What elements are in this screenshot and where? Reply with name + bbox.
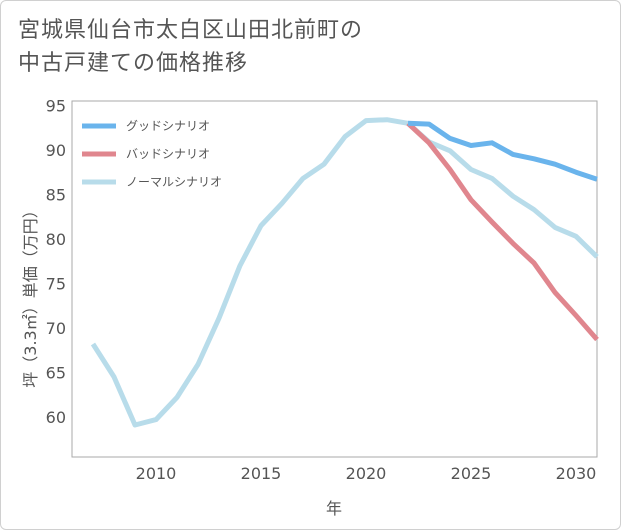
x-tick-label: 2020 [346, 464, 387, 483]
chart-title: 宮城県仙台市太白区山田北前町の 中古戸建ての価格推移 [18, 14, 608, 80]
y-tick-label: 60 [46, 408, 66, 427]
plot-area [71, 100, 598, 458]
legend-label: ノーマルシナリオ [126, 175, 222, 189]
chart-title-line-1: 宮城県仙台市太白区山田北前町の [18, 18, 364, 43]
plot-border [71, 100, 598, 458]
x-tick-label: 2015 [241, 464, 282, 483]
series-line-3 [90, 117, 599, 428]
y-tick-label: 80 [46, 230, 66, 249]
x-tick-label: 2025 [451, 464, 492, 483]
x-axis-ticks: 2010 2015 2020 2025 2030 [136, 464, 597, 483]
legend-label: バッドシナリオ [126, 147, 210, 161]
y-axis-ticks: 60 65 70 75 80 85 90 95 [46, 96, 66, 427]
legend-label: グッドシナリオ [126, 119, 210, 133]
x-axis-label: 年 [326, 499, 342, 518]
x-tick-label: 2010 [136, 464, 177, 483]
y-tick-label: 95 [46, 96, 66, 115]
series-layer [90, 117, 599, 428]
series-line-1 [407, 120, 598, 182]
y-axis-label: 坪（3.3㎡）単価（万円） [21, 202, 40, 387]
series-line-2 [406, 121, 599, 342]
x-tick-label: 2030 [556, 464, 597, 483]
y-tick-label: 90 [46, 141, 66, 160]
y-tick-label: 75 [46, 274, 66, 293]
y-tick-label: 85 [46, 185, 66, 204]
y-tick-label: 65 [46, 363, 66, 382]
y-tick-label: 70 [46, 319, 66, 338]
chart-title-line-2: 中古戸建ての価格推移 [18, 51, 249, 76]
